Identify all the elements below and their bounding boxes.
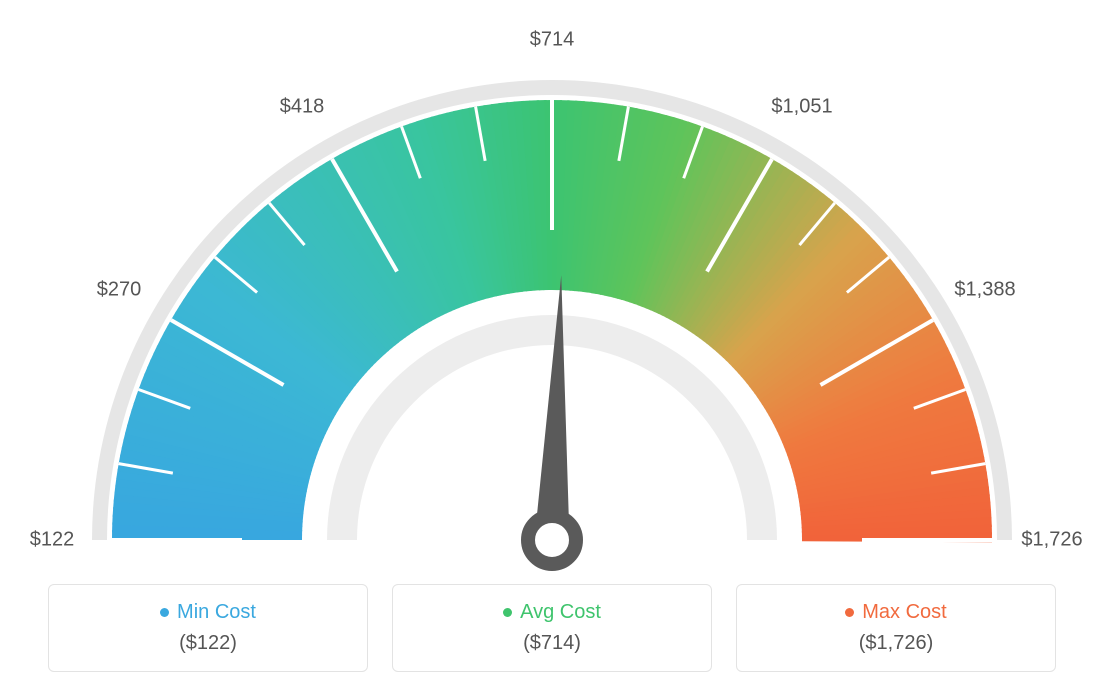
gauge-area: $122 $270 $418 $714 $1,051 $1,388 $1,726 — [0, 0, 1104, 560]
legend-dot-icon — [503, 608, 512, 617]
gauge-tick-label: $1,388 — [954, 279, 1015, 302]
legend-title: Min Cost — [160, 601, 256, 624]
legend-dot-icon — [160, 608, 169, 617]
legend-title: Avg Cost — [503, 601, 601, 624]
gauge-tick-label: $714 — [530, 29, 575, 52]
legend-title-text: Max Cost — [862, 601, 946, 624]
legend-value: ($122) — [59, 632, 357, 655]
legend-value: ($1,726) — [747, 632, 1045, 655]
gauge-tick-label: $122 — [30, 529, 75, 552]
legend-title-text: Avg Cost — [520, 601, 601, 624]
legend-box: Avg Cost ($714) — [392, 584, 712, 672]
gauge-tick-label: $1,726 — [1021, 529, 1082, 552]
cost-gauge-chart: $122 $270 $418 $714 $1,051 $1,388 $1,726 Min C… — [0, 0, 1104, 690]
legend-dot-icon — [845, 608, 854, 617]
gauge-tick-label: $418 — [280, 95, 325, 118]
legend-title: Max Cost — [845, 601, 946, 624]
legend-title-text: Min Cost — [177, 601, 256, 624]
legend-box: Max Cost ($1,726) — [736, 584, 1056, 672]
gauge-svg — [32, 40, 1072, 580]
gauge-tick-label: $270 — [97, 279, 142, 302]
legend-box: Min Cost ($122) — [48, 584, 368, 672]
gauge-tick-label: $1,051 — [771, 95, 832, 118]
legend-value: ($714) — [403, 632, 701, 655]
legend: Min Cost ($122) Avg Cost ($714) Max Cost ($1,… — [0, 584, 1104, 672]
